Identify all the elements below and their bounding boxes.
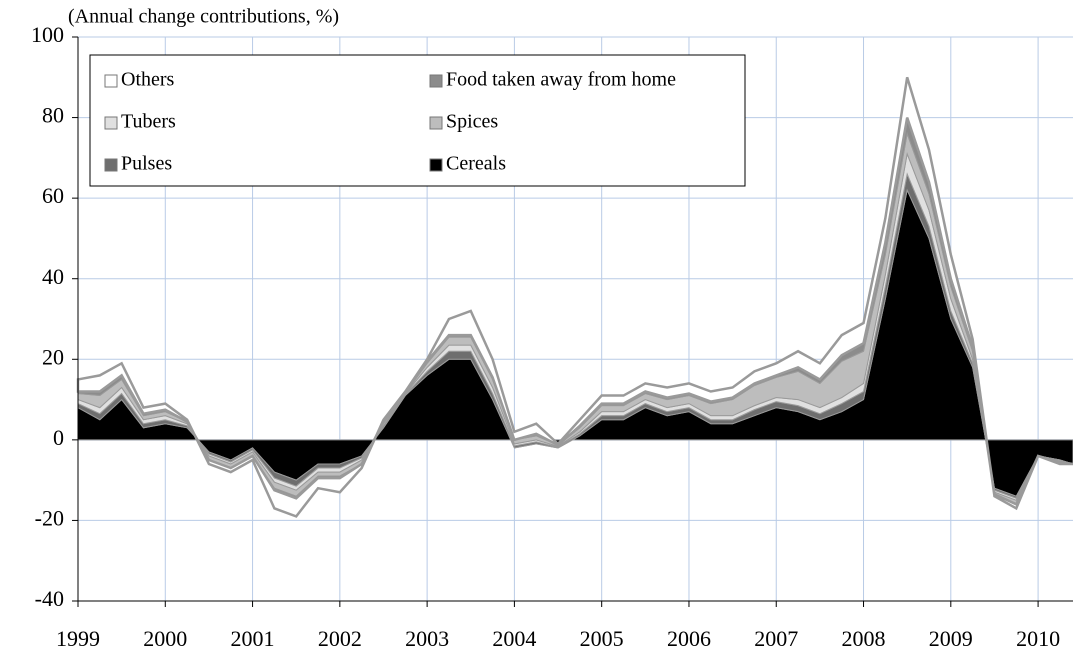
x-tick-label: 2007 xyxy=(754,626,798,651)
legend-label: Spices xyxy=(446,111,498,133)
x-tick-label: 2000 xyxy=(143,626,187,651)
legend-label: Tubers xyxy=(121,111,176,133)
legend-swatch xyxy=(104,116,118,130)
legend-swatch xyxy=(104,74,118,88)
area xyxy=(76,76,1073,518)
x-tick-label: 2001 xyxy=(231,626,275,651)
x-tick-label: 2009 xyxy=(929,626,973,651)
legend-swatch xyxy=(429,158,443,172)
legend-swatch xyxy=(429,116,443,130)
legend-label: Others xyxy=(121,69,175,91)
y-tick-label: 0 xyxy=(53,425,64,450)
legend-swatch xyxy=(104,158,118,172)
y-tick-label: 100 xyxy=(31,22,64,47)
y-tick-label: 40 xyxy=(42,264,64,289)
legend-label: Food taken away from home xyxy=(446,69,676,91)
x-tick-label: 2003 xyxy=(405,626,449,651)
legend-box xyxy=(89,54,746,187)
legend-swatch xyxy=(429,74,443,88)
legend-label: Cereals xyxy=(446,153,506,175)
x-tick-label: 2002 xyxy=(318,626,362,651)
x-tick-label: 2008 xyxy=(842,626,886,651)
x-tick-label: 2010 xyxy=(1016,626,1060,651)
y-tick-label: -20 xyxy=(35,505,64,530)
y-tick-label: 80 xyxy=(42,103,64,128)
x-tick-label: 2005 xyxy=(580,626,624,651)
legend-label: Pulses xyxy=(121,153,172,175)
area xyxy=(77,188,1073,497)
x-tick-label: 2004 xyxy=(492,626,536,651)
x-tick-label: 2006 xyxy=(667,626,711,651)
y-axis-label: (Annual change contributions, %) xyxy=(68,6,339,28)
x-tick-label: 1999 xyxy=(56,626,100,651)
y-tick-label: -40 xyxy=(35,586,64,611)
y-tick-label: 20 xyxy=(42,344,64,369)
y-tick-label: 60 xyxy=(42,183,64,208)
